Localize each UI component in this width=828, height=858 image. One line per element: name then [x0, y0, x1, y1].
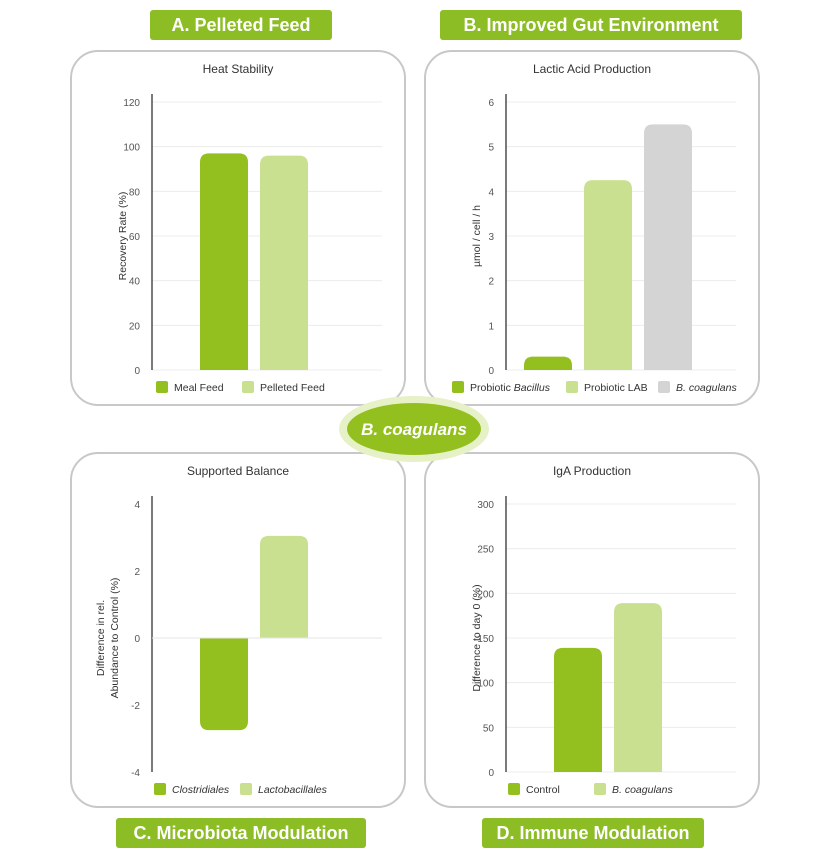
y-axis-label: Abundance to Control (%): [109, 578, 121, 699]
bar: [260, 535, 308, 638]
y-tick-label: 4: [134, 500, 140, 511]
y-tick-label: -2: [131, 701, 140, 712]
bar: [614, 603, 662, 772]
section-label-a: A. Pelleted Feed: [150, 10, 332, 40]
legend-label-part: Probiotic: [470, 382, 514, 394]
legend-label-part: Probiotic LAB: [584, 382, 648, 394]
panel-supported-balance: Supported Balance -4 -2 0 2 4 Difference in re…: [70, 452, 406, 808]
section-label-d: D. Immune Modulation: [482, 818, 704, 848]
y-tick-label: 80: [129, 187, 141, 198]
bar: [584, 180, 632, 370]
panel-heat-stability: Heat Stability 0 20 40 60 80 100 120 Recovery Ra…: [70, 50, 406, 406]
chart-title: IgA Production: [553, 464, 631, 478]
legend-swatch: [240, 783, 252, 795]
y-tick-label: 2: [134, 567, 140, 578]
legend-swatch: [566, 381, 578, 393]
legend-swatch: [242, 381, 254, 393]
chart-heat-stability: Heat Stability 0 20 40 60 80 100 120 Recovery Ra…: [117, 62, 382, 394]
y-axis-label: Difference to day 0 (%): [471, 584, 483, 691]
bar: [200, 153, 248, 370]
section-label-b: B. Improved Gut Environment: [440, 10, 742, 40]
y-tick-label: 0: [134, 634, 140, 645]
y-tick-label: 40: [129, 277, 141, 288]
legend-label: B. coagulans: [676, 382, 737, 394]
y-tick-label: 6: [488, 98, 494, 109]
bar: [524, 356, 572, 370]
y-tick-label: 20: [129, 321, 141, 332]
y-tick-label: 3: [488, 232, 494, 243]
legend-swatch: [156, 381, 168, 393]
y-axis-label: µmol / cell / h: [471, 205, 483, 267]
y-tick-label: 0: [488, 768, 494, 779]
legend-label: Probiotic LAB: [584, 382, 648, 394]
center-badge: B. coagulans: [339, 396, 489, 462]
y-tick-label: -4: [131, 768, 140, 779]
bar: [554, 647, 602, 772]
chart-supported-balance: Supported Balance -4 -2 0 2 4 Difference in re…: [95, 464, 382, 796]
bar: [200, 638, 248, 731]
legend-swatch: [594, 783, 606, 795]
legend-label-italic-part: B. coagulans: [676, 382, 737, 394]
y-tick-label: 100: [477, 679, 494, 690]
legend-label: Clostridiales: [172, 784, 230, 796]
bar: [644, 124, 692, 370]
y-tick-label: 1: [488, 321, 494, 332]
panel-iga-production: IgA Production 0 50 100 150 200 250 300 Differen…: [424, 452, 760, 808]
chart-title: Lactic Acid Production: [533, 62, 651, 76]
legend-label: B. coagulans: [612, 784, 673, 796]
panel-lactic-acid: Lactic Acid Production 0 1 2 3 4 5 6 µmol / cell…: [424, 50, 760, 406]
y-tick-label: 50: [483, 723, 495, 734]
section-label-c: C. Microbiota Modulation: [116, 818, 366, 848]
y-tick-label: 4: [488, 187, 494, 198]
y-axis-label: Recovery Rate (%): [117, 192, 129, 281]
center-badge-fill: [347, 403, 481, 455]
legend-label: Meal Feed: [174, 382, 224, 394]
y-tick-label: 0: [488, 366, 494, 377]
legend-label: Lactobacillales: [258, 784, 328, 796]
chart-title: Heat Stability: [203, 62, 274, 76]
y-axis-label: Difference in rel.: [95, 600, 107, 676]
y-tick-label: 2: [488, 277, 494, 288]
y-tick-label: 200: [477, 589, 494, 600]
bar: [260, 155, 308, 370]
y-tick-label: 0: [134, 366, 140, 377]
y-tick-label: 100: [123, 143, 140, 154]
legend-swatch: [658, 381, 670, 393]
y-tick-label: 60: [129, 232, 141, 243]
legend-swatch: [154, 783, 166, 795]
y-tick-label: 250: [477, 545, 494, 556]
y-tick-label: 150: [477, 634, 494, 645]
legend-swatch: [508, 783, 520, 795]
center-badge-label: B. coagulans: [361, 420, 467, 439]
legend-label-italic-part: Bacillus: [514, 382, 551, 394]
legend-label: Pelleted Feed: [260, 382, 325, 394]
legend-label: Probiotic Bacillus: [470, 382, 551, 394]
y-tick-label: 5: [488, 143, 494, 154]
chart-title: Supported Balance: [187, 464, 289, 478]
chart-lactic-acid: Lactic Acid Production 0 1 2 3 4 5 6 µmol / cell…: [452, 62, 737, 394]
legend-swatch: [452, 381, 464, 393]
legend-label: Control: [526, 784, 560, 796]
y-tick-label: 120: [123, 98, 140, 109]
chart-iga-production: IgA Production 0 50 100 150 200 250 300 Differen…: [471, 464, 736, 796]
y-tick-label: 300: [477, 500, 494, 511]
